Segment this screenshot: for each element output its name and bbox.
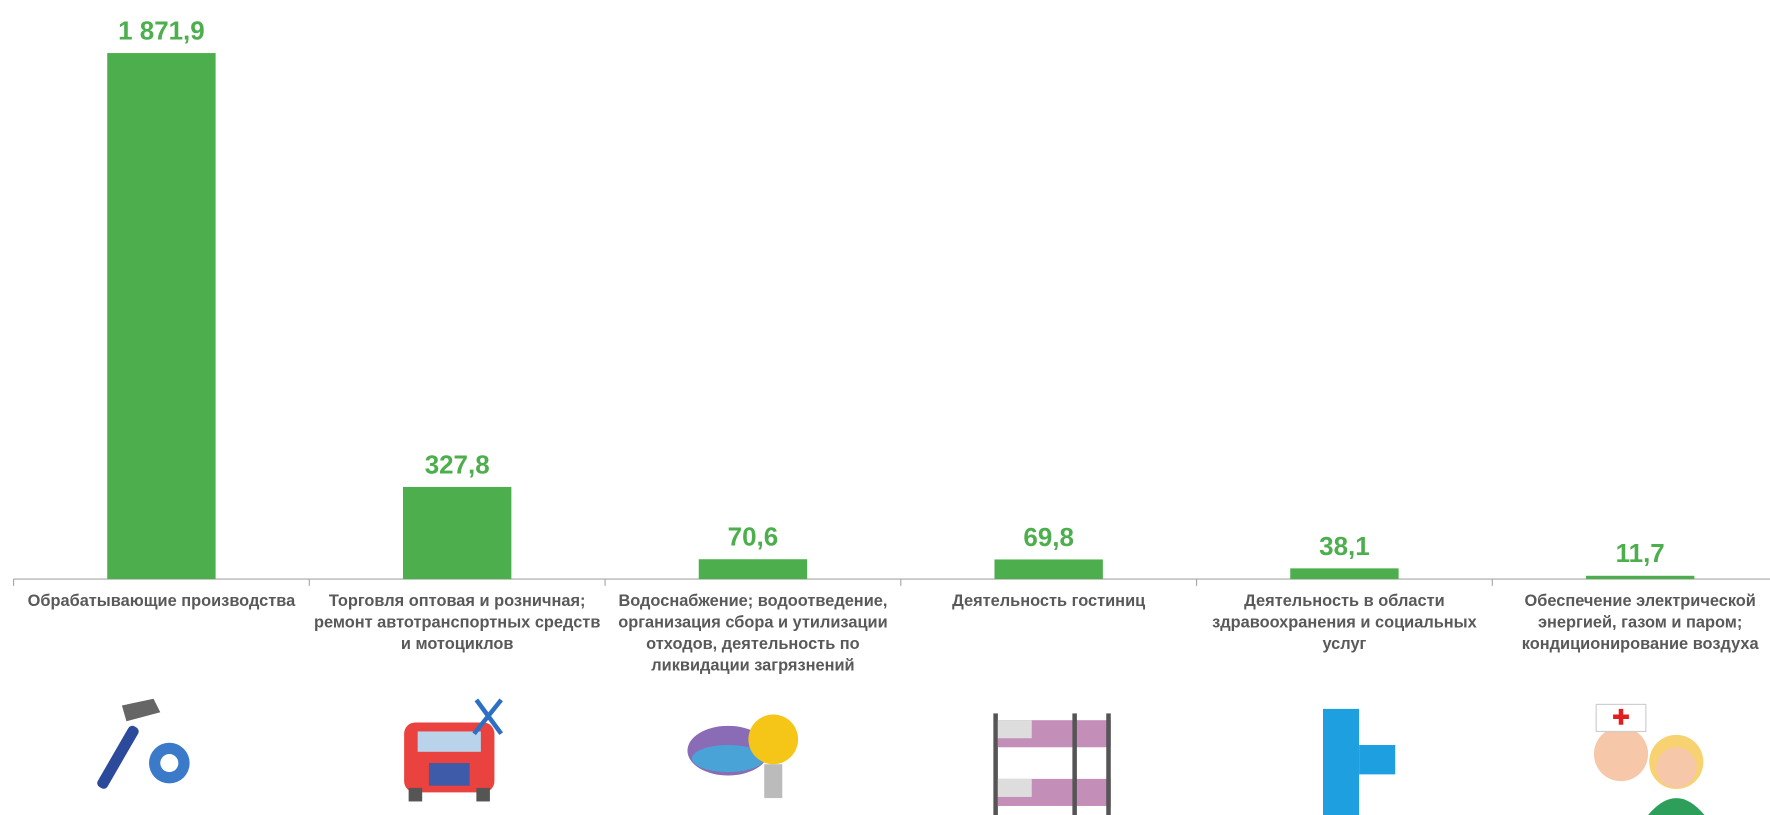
category-label: Обеспечение электрической энергией, газо…	[1496, 591, 1770, 655]
category-label-box: Деятельность гостиниц	[904, 591, 1193, 693]
bar	[994, 559, 1102, 579]
category-label: Деятельность в области здравоохранения и…	[1200, 591, 1489, 655]
bar	[403, 487, 511, 579]
category-label-box: Обрабатывающие производства	[17, 591, 306, 693]
category-label: Водоснабжение; водоотведение, организаци…	[608, 591, 897, 677]
value-label: 69,8	[1023, 522, 1074, 552]
bar	[699, 559, 807, 579]
value-label: 70,6	[728, 522, 779, 552]
category-label-box: Деятельность в области здравоохранения и…	[1200, 591, 1489, 693]
bar	[1290, 568, 1398, 579]
value-label: 11,7	[1616, 538, 1665, 568]
category-label: Деятельность гостиниц	[904, 591, 1193, 612]
chart: 1 871,9 Обрабатывающие производства 327,8 Т…	[0, 0, 1770, 815]
category-label-box: Обеспечение электрической энергией, газо…	[1496, 591, 1770, 693]
bar	[107, 53, 215, 579]
icon-medics	[1594, 704, 1705, 815]
icon-bunk-bed	[993, 713, 1110, 815]
category-label: Торговля оптовая и розничная; ремонт авт…	[313, 591, 602, 655]
category-label-box: Водоснабжение; водоотведение, организаци…	[608, 591, 897, 693]
icon-car	[404, 700, 501, 802]
value-label: 327,8	[425, 449, 490, 479]
category-label: Обрабатывающие производства	[17, 591, 306, 612]
icon-tools	[96, 699, 190, 791]
icon-gas-bulb	[687, 715, 798, 799]
category-label-box: Торговля оптовая и розничная; ремонт авт…	[313, 591, 602, 693]
bar	[1586, 576, 1694, 579]
page: 1 871,9 Обрабатывающие производства 327,8 Т…	[0, 0, 1770, 815]
value-label: 38,1	[1319, 531, 1370, 561]
value-label: 1 871,9	[118, 16, 205, 46]
icon-pipe	[1323, 709, 1395, 815]
